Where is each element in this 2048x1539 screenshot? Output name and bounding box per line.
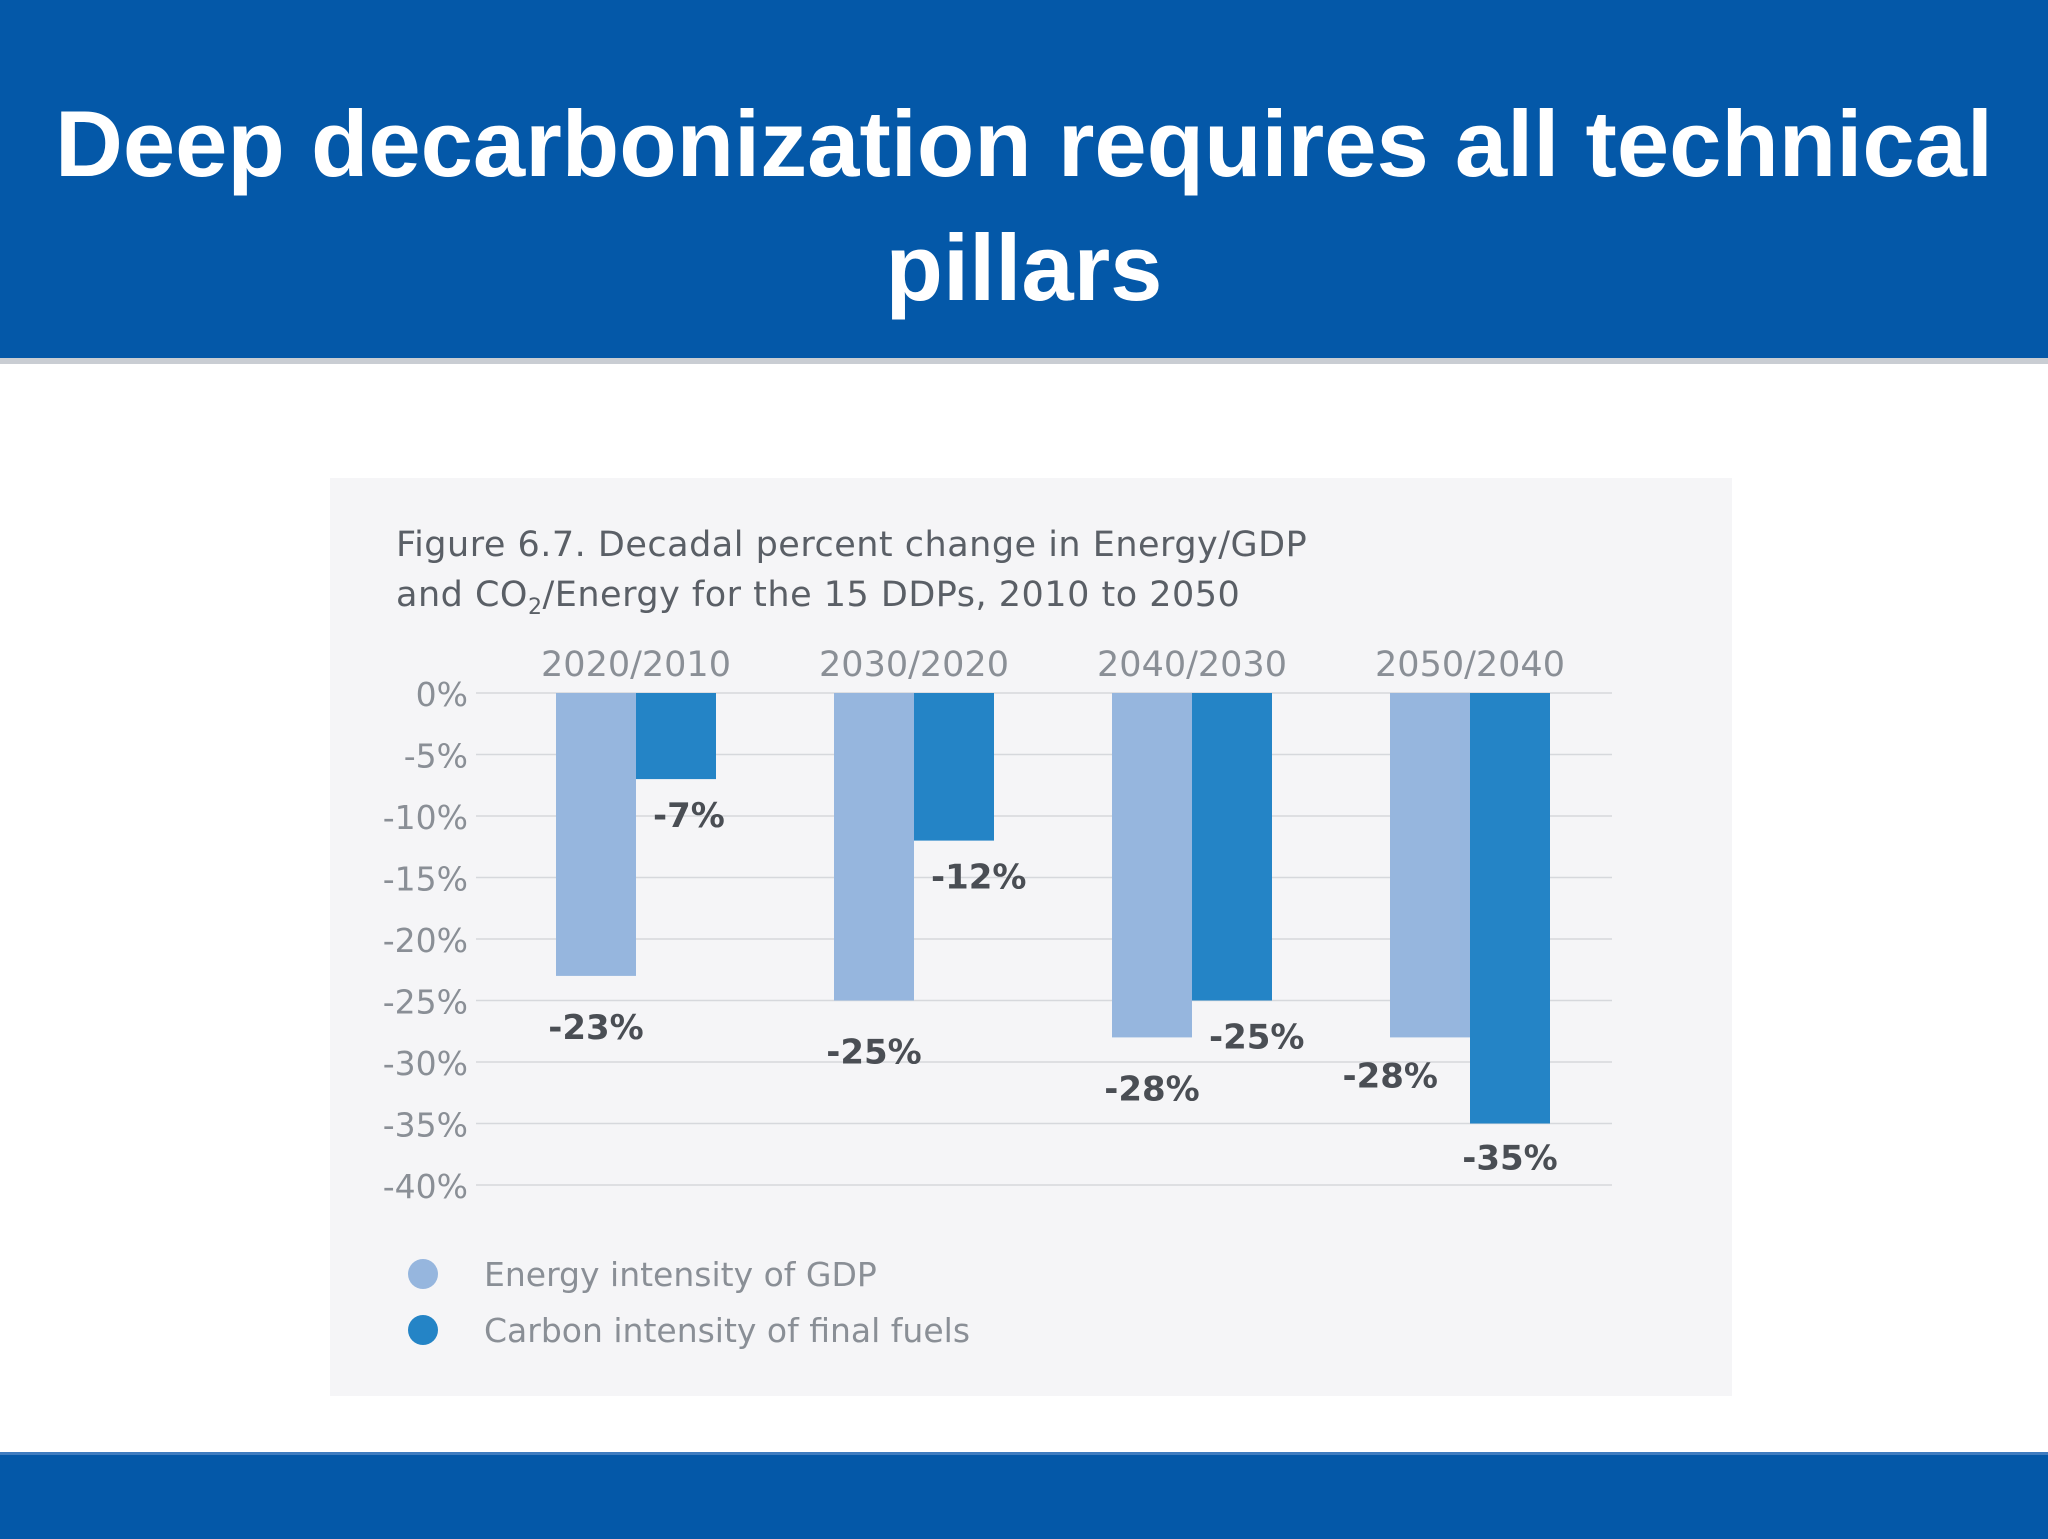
figure-title-line2-pre: and CO	[396, 575, 528, 615]
x-category-label: 2050/2040	[1375, 645, 1565, 685]
bar	[556, 693, 636, 976]
x-category-label: 2040/2030	[1097, 645, 1287, 685]
y-tick-label: -20%	[383, 921, 468, 960]
bar-data-label: -25%	[826, 1033, 922, 1073]
figure-title: Figure 6.7. Decadal percent change in En…	[396, 520, 1396, 633]
bar-data-label: -28%	[1104, 1069, 1200, 1109]
legend-label-carbon: Carbon intensity of final fuels	[484, 1310, 971, 1350]
bar	[1192, 693, 1272, 1001]
x-category-label: 2020/2010	[541, 645, 731, 685]
figure-title-line1: Figure 6.7. Decadal percent change in En…	[396, 525, 1308, 565]
slide-header: Deep decarbonization requires all techni…	[0, 0, 2048, 364]
y-tick-label: -5%	[404, 737, 468, 776]
bar	[1470, 693, 1550, 1124]
legend-item-carbon: Carbon intensity of final fuels	[408, 1302, 970, 1358]
y-tick-label: -10%	[383, 798, 468, 837]
bar-data-label: -23%	[548, 1008, 644, 1048]
bar-data-label: -7%	[653, 796, 725, 836]
legend-label-energy: Energy intensity of GDP	[484, 1254, 877, 1294]
chart-legend: Energy intensity of GDP Carbon intensity…	[408, 1246, 970, 1358]
bar	[834, 693, 914, 1001]
figure-title-line2-post: /Energy for the 15 DDPs, 2010 to 2050	[542, 575, 1241, 615]
bar	[1112, 693, 1192, 1038]
slide-footer	[0, 1452, 2048, 1539]
figure-title-line2-sub: 2	[527, 595, 543, 620]
bar	[914, 693, 994, 841]
bar-data-label: -12%	[931, 858, 1027, 898]
bar	[636, 693, 716, 780]
bar-data-label: -35%	[1462, 1139, 1558, 1179]
legend-item-energy: Energy intensity of GDP	[408, 1246, 970, 1302]
y-tick-label: -25%	[383, 983, 468, 1022]
slide-title: Deep decarbonization requires all techni…	[54, 91, 1993, 320]
bar-data-label: -25%	[1209, 1018, 1305, 1058]
y-tick-label: -30%	[383, 1044, 468, 1083]
legend-dot-energy-icon	[408, 1259, 438, 1289]
figure-title-line2: and CO2/Energy for the 15 DDPs, 2010 to …	[396, 570, 1396, 633]
x-category-label: 2030/2020	[819, 645, 1009, 685]
y-tick-label: 0%	[416, 675, 468, 714]
bar-data-label: -28%	[1343, 1056, 1439, 1096]
legend-dot-carbon-icon	[408, 1315, 438, 1345]
y-tick-label: -40%	[383, 1167, 468, 1206]
bar	[1390, 693, 1470, 1038]
y-tick-label: -35%	[383, 1106, 468, 1145]
y-tick-label: -15%	[383, 860, 468, 899]
